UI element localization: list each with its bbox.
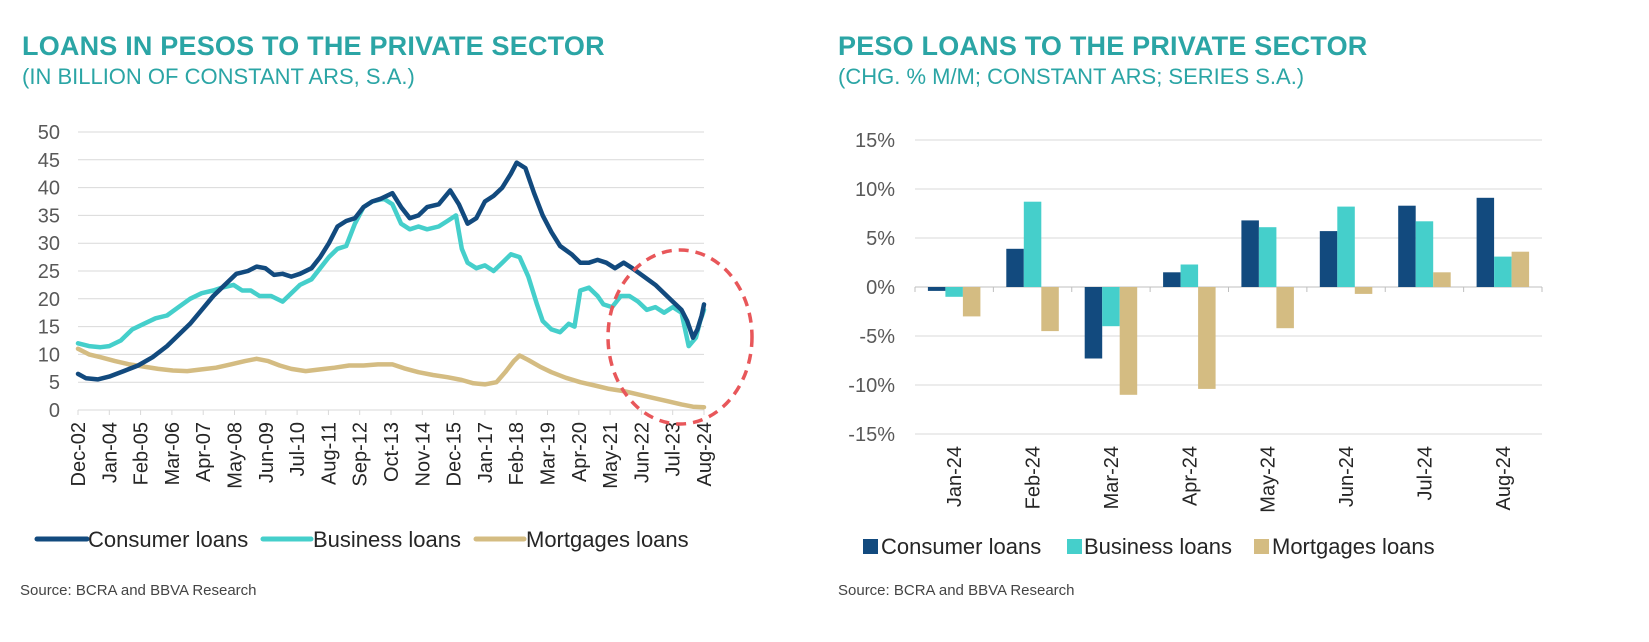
bar-consumer-loans-may-24 (1241, 220, 1259, 287)
bar-business-loans-jul-24 (1415, 221, 1434, 287)
legend-swatch-business-loans (1067, 539, 1082, 554)
y-tick-label: 15 (38, 317, 60, 339)
legend-label-consumer-loans: Consumer loans (88, 527, 248, 552)
x-tick-label: Feb-18 (506, 422, 528, 485)
bar-mortgages-loans-feb-24 (1041, 287, 1059, 332)
right-chart-title: PESO LOANS TO THE PRIVATE SECTOR (838, 31, 1368, 61)
bar-consumer-loans-aug-24 (1476, 197, 1495, 287)
x-tick-label: Jul-24 (1414, 446, 1436, 500)
x-tick-label: Apr-20 (569, 422, 591, 482)
x-tick-label: Feb-24 (1023, 446, 1045, 509)
y-tick-label: 0% (866, 277, 895, 299)
bar-business-loans-apr-24 (1180, 264, 1199, 287)
x-tick-label: Oct-13 (381, 422, 403, 482)
x-tick-label: Dec-02 (68, 422, 90, 486)
x-tick-label: Mar-19 (538, 422, 560, 485)
x-tick-label: Jun-22 (631, 422, 653, 483)
x-tick-label: Jan-04 (99, 422, 121, 483)
y-tick-label: -5% (859, 326, 895, 348)
bar-business-loans-jan-24 (945, 287, 963, 297)
y-tick-label: 45 (38, 150, 60, 172)
y-tick-label: 10% (855, 179, 895, 201)
x-tick-label: Nov-14 (412, 422, 434, 486)
series-line-mortgages-loans (75, 346, 707, 410)
right-chart-subtitle: (CHG. % M/M; CONSTANT ARS; SERIES S.A.) (838, 64, 1305, 89)
y-tick-label: 25 (38, 261, 60, 283)
y-tick-label: 20 (38, 289, 60, 311)
bar-consumer-loans-mar-24 (1084, 287, 1103, 359)
right-chart-source: Source: BCRA and BBVA Research (838, 582, 1075, 599)
left-chart-title: LOANS IN PESOS TO THE PRIVATE SECTOR (22, 31, 605, 61)
x-tick-label: Jan-24 (944, 446, 966, 507)
x-tick-label: Dec-15 (444, 422, 466, 486)
y-tick-label: 40 (38, 178, 60, 200)
bar-consumer-loans-jun-24 (1319, 231, 1338, 287)
legend-swatch-mortgages-loans (1254, 539, 1269, 554)
x-tick-label: Jun-24 (1336, 446, 1358, 507)
legend-label-business-loans: Business loans (313, 527, 461, 552)
series-line-business-loans (75, 196, 707, 350)
bar-consumer-loans-apr-24 (1163, 272, 1181, 287)
bar-mortgages-loans-apr-24 (1198, 287, 1216, 389)
x-tick-label: Apr-07 (193, 422, 215, 482)
x-tick-label: Mar-24 (1101, 446, 1123, 509)
y-tick-label: 5% (866, 228, 895, 250)
bar-mortgages-loans-jan-24 (962, 287, 981, 317)
bar-consumer-loans-feb-24 (1006, 248, 1024, 287)
bar-business-loans-may-24 (1258, 227, 1277, 287)
series-line-consumer-loans (75, 160, 707, 382)
y-tick-label: 35 (38, 205, 60, 227)
bar-consumer-loans-jan-24 (927, 287, 946, 291)
bar-mortgages-loans-may-24 (1276, 287, 1294, 329)
bar-business-loans-aug-24 (1494, 256, 1512, 287)
bar-business-loans-jun-24 (1337, 206, 1355, 287)
bar-mortgages-loans-jun-24 (1354, 287, 1373, 294)
x-tick-label: Jan-17 (475, 422, 497, 483)
right-bar-chart: -15% -10% -5% 0% 5% 10% 15% Jan-24 Feb-24 Mar-24 A… (848, 130, 1543, 559)
legend-label-mortgages-loans: Mortgages loans (1272, 534, 1435, 559)
bar-mortgages-loans-jul-24 (1433, 272, 1451, 287)
legend-swatch-consumer-loans (863, 539, 878, 554)
x-tick-label: May-24 (1258, 446, 1280, 513)
x-tick-label: Aug-24 (1493, 446, 1515, 511)
left-chart-source: Source: BCRA and BBVA Research (20, 582, 257, 599)
x-tick-label: Jul-23 (663, 422, 685, 476)
bar-mortgages-loans-mar-24 (1119, 287, 1138, 395)
left-line-chart: 0 5 10 15 20 25 30 35 40 45 50 Dec-02 Jan-04 Feb-05 Ma… (34, 122, 754, 552)
x-tick-label: Jul-10 (287, 422, 309, 476)
x-tick-label: Feb-05 (131, 422, 153, 485)
y-tick-label: -10% (848, 375, 895, 397)
legend-label-consumer-loans: Consumer loans (881, 534, 1041, 559)
legend-label-mortgages-loans: Mortgages loans (526, 527, 689, 552)
y-tick-label: 15% (855, 130, 895, 152)
x-tick-label: May-21 (600, 422, 622, 489)
y-tick-label: 5 (49, 372, 60, 394)
y-tick-label: 50 (38, 122, 60, 144)
y-tick-label: 30 (38, 233, 60, 255)
highlight-circle (606, 248, 754, 426)
bar-mortgages-loans-aug-24 (1511, 251, 1530, 287)
x-tick-label: Aug-11 (318, 422, 340, 485)
legend-label-business-loans: Business loans (1084, 534, 1232, 559)
bar-consumer-loans-jul-24 (1398, 205, 1416, 287)
bar-business-loans-feb-24 (1023, 201, 1042, 287)
x-tick-label: Mar-06 (162, 422, 184, 485)
x-tick-label: Jun-09 (256, 422, 278, 483)
x-tick-label: May-08 (225, 422, 247, 489)
y-tick-label: -15% (848, 424, 895, 446)
x-tick-label: Aug-24 (694, 422, 716, 487)
bar-business-loans-mar-24 (1102, 287, 1120, 327)
y-tick-label: 10 (38, 344, 60, 366)
x-tick-label: Sep-12 (350, 422, 372, 487)
x-tick-label: Apr-24 (1179, 446, 1201, 506)
y-tick-label: 0 (49, 400, 60, 422)
left-chart-subtitle: (IN BILLION OF CONSTANT ARS, S.A.) (22, 64, 415, 89)
